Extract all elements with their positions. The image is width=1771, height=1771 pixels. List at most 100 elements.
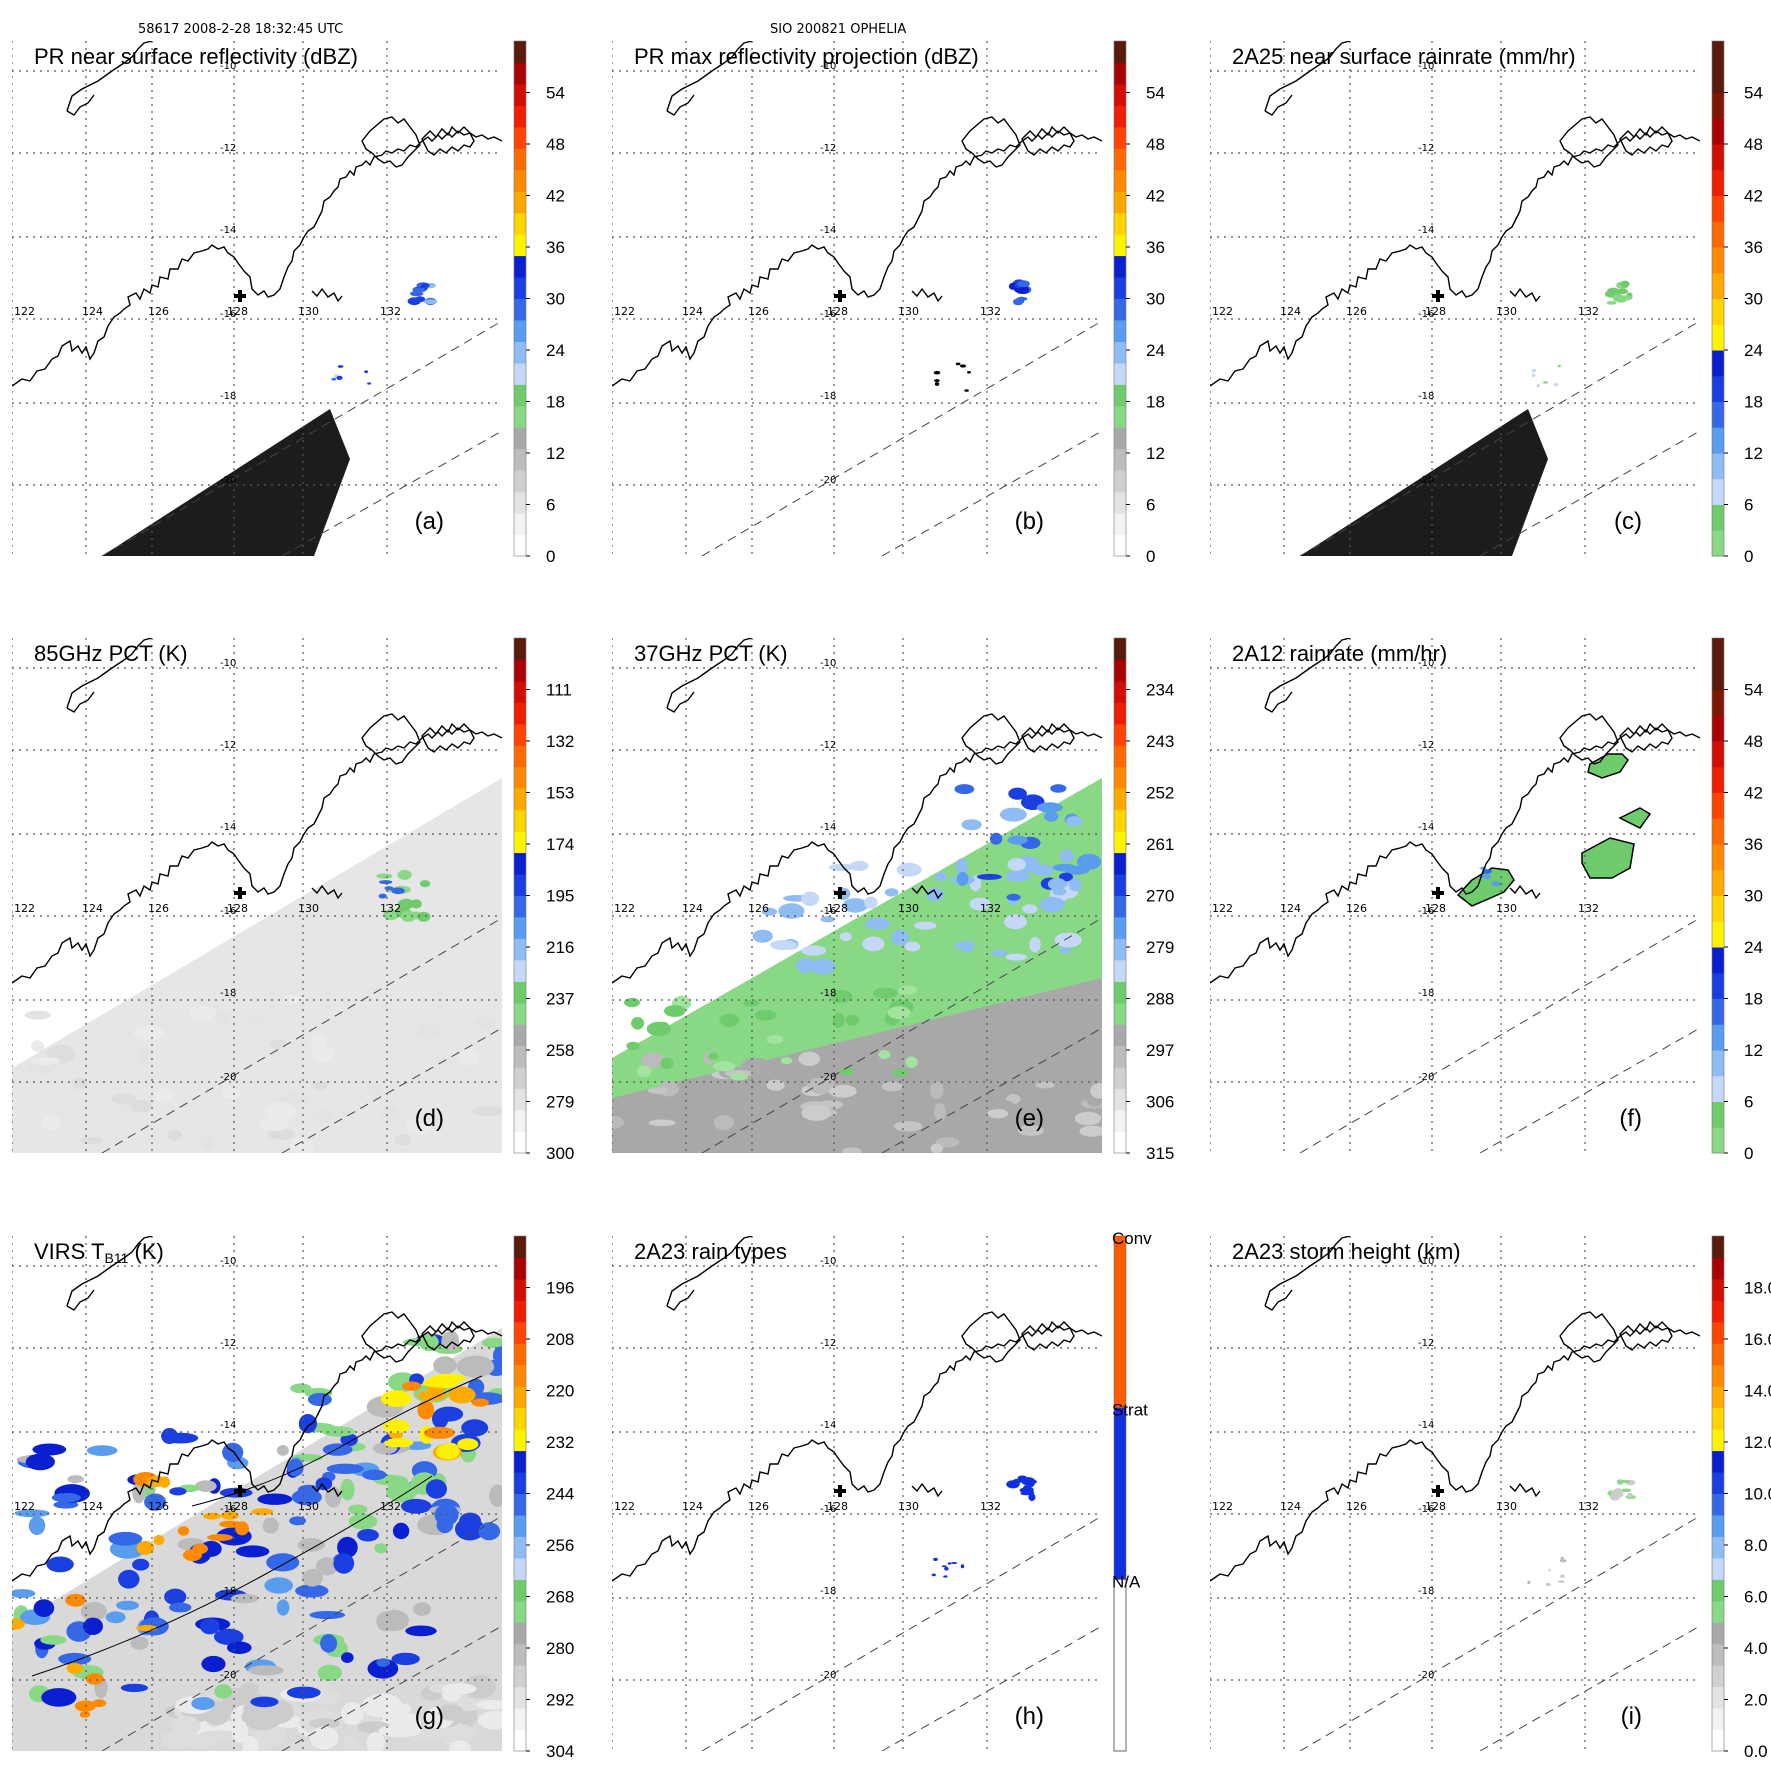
colorbar: 0 6 12 18 24 30 36 42 48 54 xyxy=(1113,40,1165,566)
plot-background xyxy=(1210,638,1700,1153)
lon-tick-label: 122 xyxy=(614,305,635,318)
colorbar-segment xyxy=(514,1472,526,1494)
lat-tick-label: -12 xyxy=(220,143,236,154)
colorbar-segment xyxy=(1114,448,1126,471)
colorbar-label: 42 xyxy=(1744,784,1763,803)
rain-area xyxy=(1587,753,1629,779)
colorbar-segment xyxy=(1712,1236,1724,1258)
swath-edge-line xyxy=(881,430,1102,556)
rain-cell xyxy=(401,1381,422,1391)
colorbar-segment xyxy=(1712,118,1724,145)
lon-tick-label: 128 xyxy=(1425,1500,1446,1513)
colorbar-segment xyxy=(1114,83,1126,106)
rain-cell xyxy=(933,1103,946,1121)
colorbar-segment xyxy=(514,638,526,660)
rain-cell xyxy=(386,1481,417,1503)
rain-cell xyxy=(1006,893,1021,901)
colorbar-segment xyxy=(1114,513,1126,536)
lon-tick-label: 130 xyxy=(1496,305,1517,318)
rain-cell xyxy=(282,994,303,1004)
colorbar-segment xyxy=(1712,689,1724,716)
rain-cell xyxy=(367,1658,399,1679)
colorbar-label: 42 xyxy=(1146,187,1165,206)
tmi-warm-land xyxy=(612,978,1102,1153)
rain-area xyxy=(1618,807,1652,829)
lon-tick-label: 130 xyxy=(898,902,919,915)
rain-cell xyxy=(849,860,869,871)
colorbar-segment xyxy=(514,234,526,257)
rain-cell xyxy=(830,989,853,1004)
colorbar-segment xyxy=(1114,809,1126,832)
colorbar-label: 258 xyxy=(546,1041,574,1060)
colorbar-segment xyxy=(1114,981,1126,1004)
colorbar-segment xyxy=(1114,234,1126,257)
colorbar-segment xyxy=(514,191,526,214)
lon-tick-label: 124 xyxy=(1280,1500,1301,1513)
colorbar-label: 18.0 xyxy=(1744,1279,1771,1298)
coastline xyxy=(1210,130,1700,387)
lon-tick-label: 132 xyxy=(380,902,401,915)
colorbar-segment xyxy=(1712,1514,1724,1537)
colorbar-segment xyxy=(514,809,526,832)
colorbar-segment xyxy=(514,384,526,407)
colorbar-segment xyxy=(514,938,526,961)
colorbar-label: 6 xyxy=(1744,1093,1753,1112)
colorbar-segment xyxy=(1712,195,1724,222)
lat-tick-label: -16 xyxy=(820,906,836,917)
colorbar-label: N/A xyxy=(1112,1572,1141,1591)
rain-cell xyxy=(341,1652,354,1663)
colorbar-label: 279 xyxy=(1146,938,1174,957)
rain-cell xyxy=(264,1577,293,1594)
colorbar-label: 24 xyxy=(1744,938,1763,957)
rain-cell xyxy=(131,1099,152,1113)
colorbar-segment xyxy=(514,680,526,703)
rain-cell xyxy=(448,1386,476,1404)
coastline xyxy=(12,727,502,984)
colorbar-segment xyxy=(1712,921,1724,948)
island-outline xyxy=(1021,722,1075,753)
rain-cell xyxy=(931,1573,936,1577)
colorbar-segment xyxy=(1712,478,1724,505)
lat-tick-label: -14 xyxy=(220,225,236,236)
rain-cell xyxy=(976,873,1002,880)
rain-cell xyxy=(400,910,416,922)
coastline xyxy=(666,1236,753,1311)
rain-cell xyxy=(930,1081,944,1099)
rain-cell xyxy=(133,1025,165,1041)
colorbar-segment xyxy=(1712,818,1724,845)
rain-cell xyxy=(248,1016,265,1025)
rain-cell xyxy=(58,1652,92,1666)
rain-cell xyxy=(478,1710,502,1730)
rain-cell xyxy=(232,1720,249,1744)
rain-cell xyxy=(778,903,805,919)
lon-tick-label: 128 xyxy=(227,1500,248,1513)
colorbar-segment xyxy=(514,1110,526,1133)
rain-cell xyxy=(46,1556,74,1573)
colorbar-label: 48 xyxy=(1744,732,1763,751)
island-outline xyxy=(421,722,475,753)
colorbar-label: 36 xyxy=(1744,835,1763,854)
colorbar-label: 196 xyxy=(546,1279,574,1298)
colorbar-segment xyxy=(514,895,526,918)
colorbar-segment xyxy=(514,277,526,299)
panel-title: 2A23 rain types xyxy=(634,1239,787,1264)
rain-cell xyxy=(1031,864,1054,876)
rain-cell xyxy=(1558,1580,1565,1583)
colorbar-segment xyxy=(1114,745,1126,768)
lat-tick-label: -20 xyxy=(220,1670,236,1681)
colorbar-segment xyxy=(1114,874,1126,896)
colorbar-segment xyxy=(514,981,526,1004)
colorbar-segment xyxy=(1712,972,1724,999)
lon-tick-label: 128 xyxy=(827,305,848,318)
lat-tick-label: -10 xyxy=(1418,658,1434,669)
colorbar-segment xyxy=(1114,788,1126,811)
rain-cell xyxy=(374,1543,388,1554)
rain-cell xyxy=(730,1072,748,1081)
rain-cell xyxy=(1545,1582,1551,1587)
colorbar-label: 30 xyxy=(1744,887,1763,906)
colorbar-segment xyxy=(1712,1343,1724,1366)
colorbar-label: 42 xyxy=(1744,187,1763,206)
colorbar-segment xyxy=(1712,427,1724,454)
colorbar-segment xyxy=(1712,1024,1724,1051)
rain-cell xyxy=(195,1480,217,1492)
